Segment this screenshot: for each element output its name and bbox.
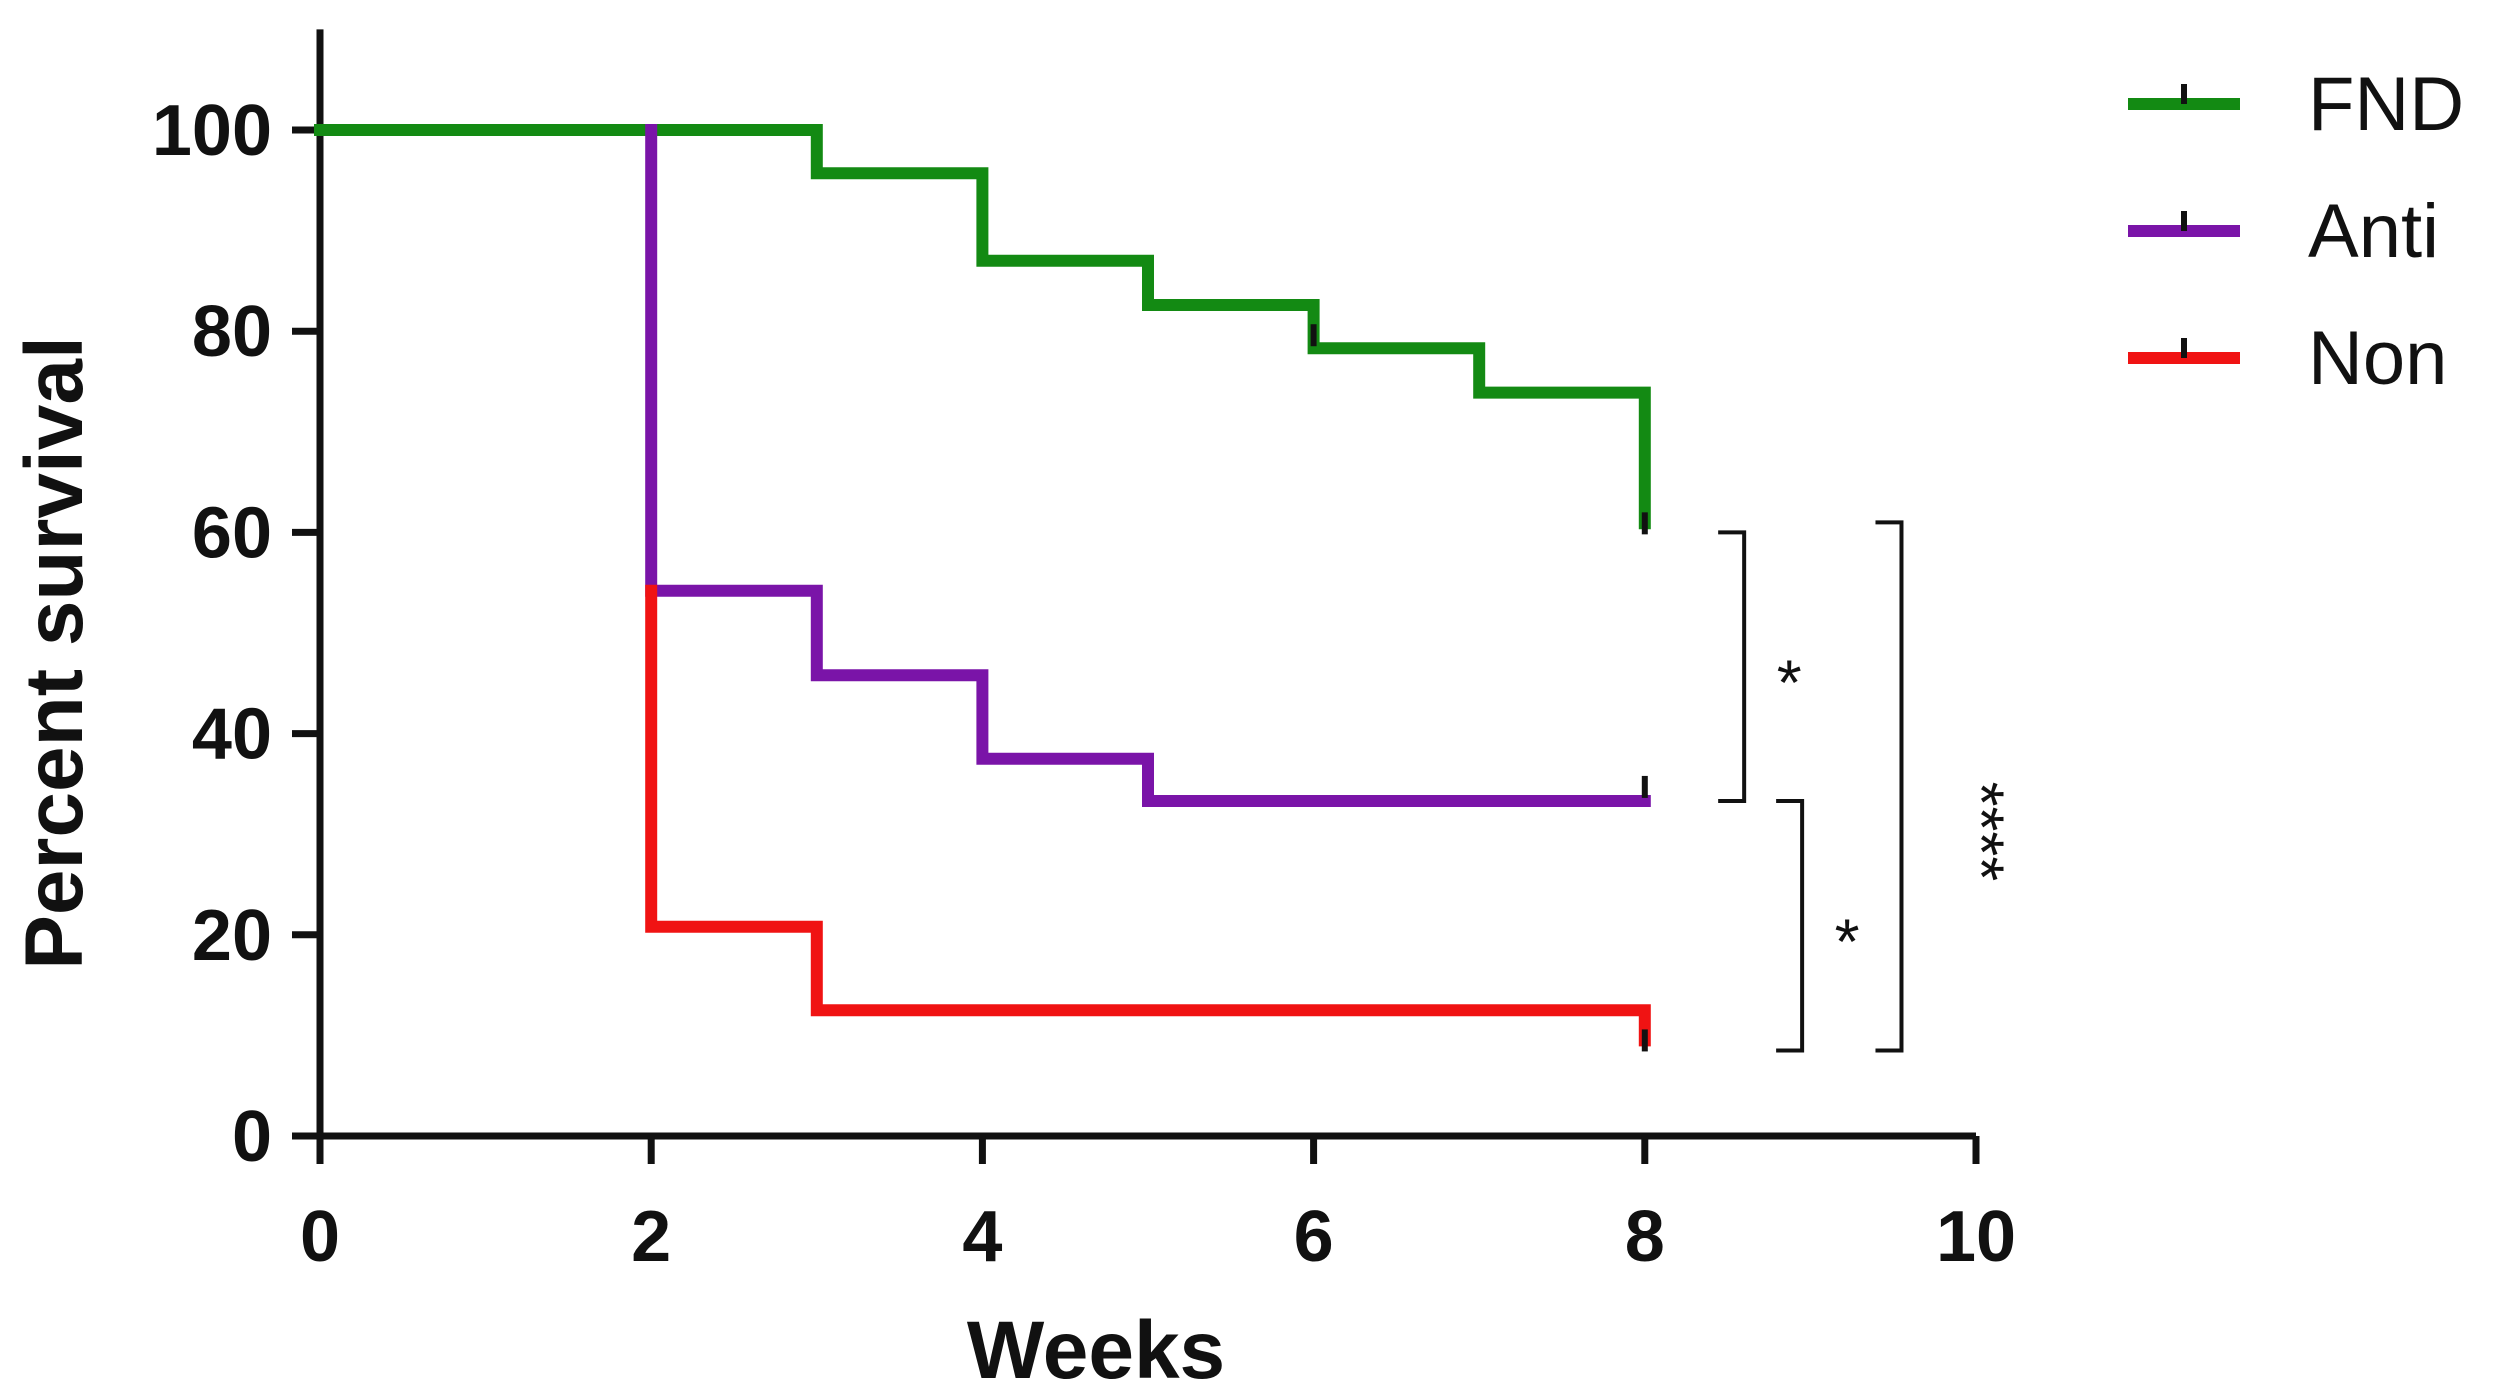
legend-label-anti: Anti [2308, 189, 2439, 274]
significance-bracket [1718, 530, 1747, 804]
series-line-non [645, 584, 1651, 1047]
series-group [314, 124, 1651, 1052]
significance-label: * [1835, 906, 1860, 978]
y-tick-label: 100 [152, 91, 272, 171]
x-tick-label: 4 [962, 1197, 1002, 1277]
legend-label-fnd: FND [2308, 62, 2464, 147]
legend-label-non: Non [2308, 316, 2447, 401]
y-axis-label: Percent survival [9, 336, 100, 970]
x-tick-label: 2 [631, 1197, 671, 1277]
legend: FND Anti Non [2128, 62, 2464, 401]
y-tick-label: 40 [192, 695, 272, 775]
y-tick-label: 60 [192, 493, 272, 573]
y-tick-label: 0 [232, 1097, 272, 1177]
significance-label: * [1777, 647, 1802, 719]
significance-bracket [1776, 799, 1805, 1053]
significance-bracket [1875, 520, 1904, 1053]
x-tick-label: 10 [1936, 1197, 2016, 1277]
significance-group: ****** [1718, 520, 2017, 1053]
significance-label: **** [1945, 782, 2017, 882]
series-line-fnd [314, 124, 1651, 530]
y-tick-label: 80 [192, 292, 272, 372]
x-axis-label: Weeks [967, 1305, 1225, 1396]
x-tick-label: 6 [1294, 1197, 1334, 1277]
y-tick-label: 20 [192, 896, 272, 976]
x-tick-label: 0 [300, 1197, 340, 1277]
axes: 0 20 40 60 80 100 0 2 4 6 8 10 [152, 29, 2016, 1277]
series-line-anti [645, 124, 1651, 807]
x-tick-label: 8 [1625, 1197, 1665, 1277]
